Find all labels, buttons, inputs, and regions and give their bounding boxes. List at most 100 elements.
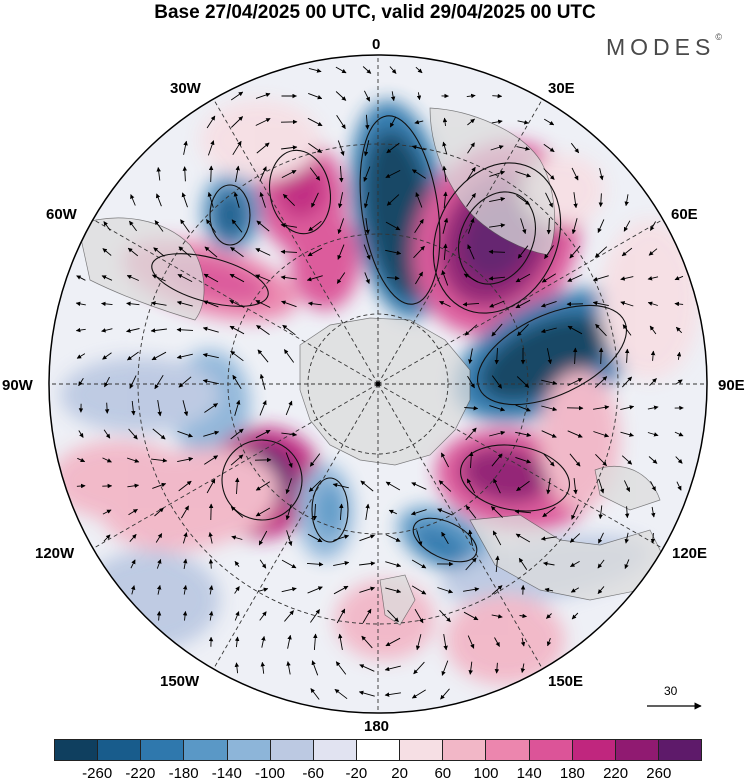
wind-arrow — [463, 611, 479, 621]
meridian — [92, 383, 379, 549]
wind-arrow — [306, 562, 324, 567]
wind-arrow — [130, 194, 136, 206]
wind-arrow — [415, 66, 423, 74]
wind-arrow — [363, 140, 370, 157]
colorbar-tick-label: -140 — [211, 765, 242, 782]
wind-arrow — [206, 478, 216, 494]
wind-arrow — [208, 558, 214, 569]
wind-arrow — [648, 248, 658, 256]
wind-arrow — [515, 533, 531, 543]
wind-arrow — [130, 585, 136, 595]
wind-arrow — [411, 689, 426, 699]
wind-arrow — [442, 117, 448, 126]
modes-logo: MODES© — [606, 32, 722, 60]
wind-arrow — [78, 378, 84, 387]
lon-label-180: 180 — [364, 718, 390, 735]
wind-arrow — [154, 507, 164, 517]
wind-arrow — [285, 452, 293, 468]
colorbar-cell — [356, 740, 401, 760]
wind-arrow — [541, 430, 557, 438]
wind-arrow — [151, 351, 167, 361]
wind-arrow — [490, 506, 504, 518]
wind-arrow — [624, 194, 629, 207]
wind-arrow — [650, 506, 656, 518]
wind-arrow — [491, 585, 503, 595]
wind-arrow — [307, 586, 323, 594]
wind-arrow — [544, 245, 554, 259]
contour-line — [359, 115, 441, 305]
wind-arrow — [385, 221, 401, 231]
wind-arrow — [385, 587, 402, 594]
wind-arrow — [515, 299, 531, 309]
wind-arrow — [493, 478, 501, 494]
anomaly-blob — [60, 357, 220, 433]
wind-arrow — [233, 191, 240, 208]
wind-arrow — [468, 529, 473, 546]
wind-arrow — [202, 326, 219, 333]
wind-arrow — [385, 534, 401, 542]
wind-arrow — [650, 481, 656, 492]
wind-arrow — [230, 428, 244, 440]
lon-label-90e: 90E — [718, 377, 745, 394]
wind-arrow — [182, 610, 188, 621]
wind-arrow — [414, 119, 424, 125]
wind-arrow — [76, 353, 86, 359]
wind-arrow — [467, 118, 475, 126]
wind-arrow — [465, 505, 477, 519]
meridian — [377, 383, 543, 670]
colorbar-cell — [98, 740, 142, 760]
wind-arrow — [675, 326, 683, 334]
contour-line — [209, 184, 251, 246]
wind-arrow — [546, 613, 552, 619]
wind-arrow — [129, 375, 137, 389]
wind-arrow — [281, 432, 298, 437]
wind-arrow — [283, 349, 295, 363]
wind-arrow — [515, 431, 532, 438]
wind-arrow — [151, 274, 166, 282]
anomaly-blob — [50, 440, 190, 520]
colorbar-cell — [313, 740, 357, 760]
wind-arrow — [621, 247, 633, 257]
wind-arrow — [259, 166, 267, 182]
wind-arrow — [465, 557, 477, 571]
wind-arrow — [207, 191, 214, 208]
wind-arrow — [285, 478, 292, 495]
wind-arrow — [154, 374, 164, 390]
colorbar-cell — [55, 740, 99, 760]
meridian — [377, 383, 664, 549]
wind-arrow — [234, 662, 240, 674]
lon-label-120e: 120E — [672, 545, 708, 562]
wind-arrow — [203, 430, 220, 437]
wind-arrow — [101, 275, 113, 281]
wind-arrow — [255, 300, 271, 308]
wind-arrow — [176, 300, 193, 307]
wind-arrow — [335, 66, 347, 74]
wind-arrow — [597, 559, 605, 569]
contour-line — [460, 444, 570, 512]
wind-arrow — [598, 505, 603, 520]
wind-arrow — [365, 114, 370, 130]
wind-arrow — [131, 400, 136, 416]
wind-arrow — [466, 93, 476, 99]
wind-arrow — [333, 585, 349, 595]
wind-arrow — [546, 478, 551, 495]
wind-arrow — [413, 245, 425, 259]
wind-arrow — [492, 93, 503, 99]
wind-arrow — [259, 559, 267, 569]
wind-arrow — [520, 663, 526, 673]
wind-arrow — [386, 142, 400, 154]
wind-arrow — [178, 376, 192, 388]
wind-arrow — [543, 143, 555, 153]
wind-arrow — [156, 610, 162, 621]
wind-arrow — [363, 244, 371, 260]
wind-arrow — [152, 482, 167, 489]
wind-arrow — [102, 248, 112, 256]
wind-arrow — [410, 509, 427, 516]
wind-arrow — [573, 192, 578, 209]
lon-label-30e: 30E — [548, 80, 575, 97]
wind-arrow — [156, 558, 162, 569]
wind-arrow — [385, 561, 402, 568]
colorbar-tick-label: -60 — [302, 765, 325, 782]
wind-arrow — [280, 249, 298, 255]
wind-arrow — [182, 558, 188, 569]
